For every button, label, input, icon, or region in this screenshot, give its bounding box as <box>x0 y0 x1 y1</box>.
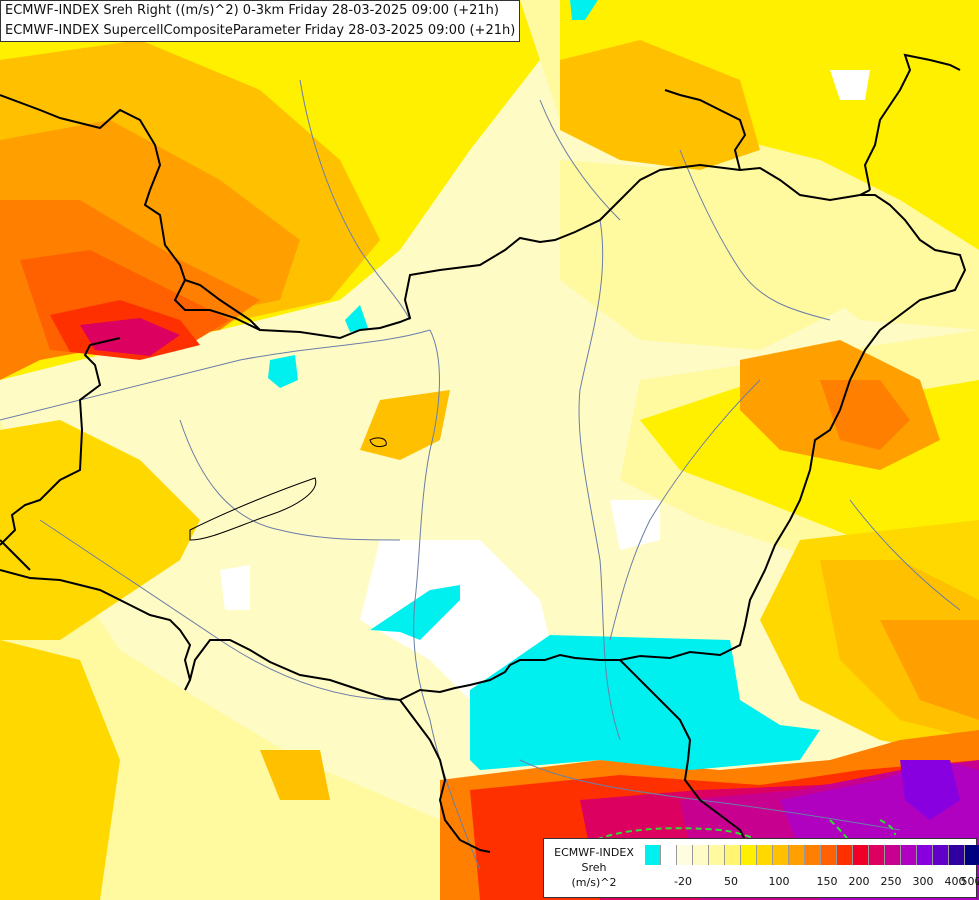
legend-swatch <box>709 845 725 865</box>
title-line-sreh: ECMWF-INDEX Sreh Right ((m/s)^2) 0-3km F… <box>5 3 499 18</box>
legend-swatch <box>917 845 933 865</box>
legend-swatch <box>885 845 901 865</box>
legend-swatch <box>693 845 709 865</box>
legend-swatch <box>645 845 661 865</box>
legend-swatch <box>949 845 965 865</box>
lakes <box>189 437 387 541</box>
legend-tick-label: 250 <box>880 875 902 888</box>
legend-tick-label: 300 <box>912 875 934 888</box>
legend-tick-label: 50 <box>724 875 738 888</box>
legend-ticks: -20 50 100 150 200 250 300 400500700 <box>645 875 979 889</box>
legend-swatch <box>725 845 741 865</box>
legend-tick-label: 700 <box>974 875 979 888</box>
legend-label-unit: (m/s)^2 <box>571 876 617 889</box>
legend-swatch <box>789 845 805 865</box>
legend-swatch <box>933 845 949 865</box>
legend-swatch <box>901 845 917 865</box>
title-box: ECMWF-INDEX Sreh Right ((m/s)^2) 0-3km F… <box>0 0 520 42</box>
legend-swatch <box>773 845 789 865</box>
legend-tick-label: 400 <box>944 875 966 888</box>
legend-label-source: ECMWF-INDEX <box>554 846 634 859</box>
legend-tick-label: -20 <box>674 875 692 888</box>
legend-tick-label: 100 <box>768 875 790 888</box>
legend-swatch <box>661 845 677 865</box>
legend-label-variable: Sreh <box>581 861 607 874</box>
legend: ECMWF-INDEX Sreh (m/s)^2 -20 50 100 150 200 2… <box>543 838 979 898</box>
legend-swatch <box>869 845 885 865</box>
legend-swatch <box>805 845 821 865</box>
legend-swatch <box>677 845 693 865</box>
legend-swatch <box>741 845 757 865</box>
country-borders <box>0 53 967 853</box>
legend-swatch <box>853 845 869 865</box>
title-line-scp: ECMWF-INDEX SupercellCompositeParameter … <box>5 23 515 38</box>
legend-swatch <box>837 845 853 865</box>
legend-tick-label: 500 <box>960 875 979 888</box>
legend-label: ECMWF-INDEX Sreh (m/s)^2 <box>546 845 642 890</box>
legend-tick-label: 150 <box>816 875 838 888</box>
legend-tick-label: 200 <box>848 875 870 888</box>
legend-swatch <box>821 845 837 865</box>
legend-colorbar <box>645 845 979 865</box>
legend-swatch <box>757 845 773 865</box>
legend-swatch <box>965 845 979 865</box>
